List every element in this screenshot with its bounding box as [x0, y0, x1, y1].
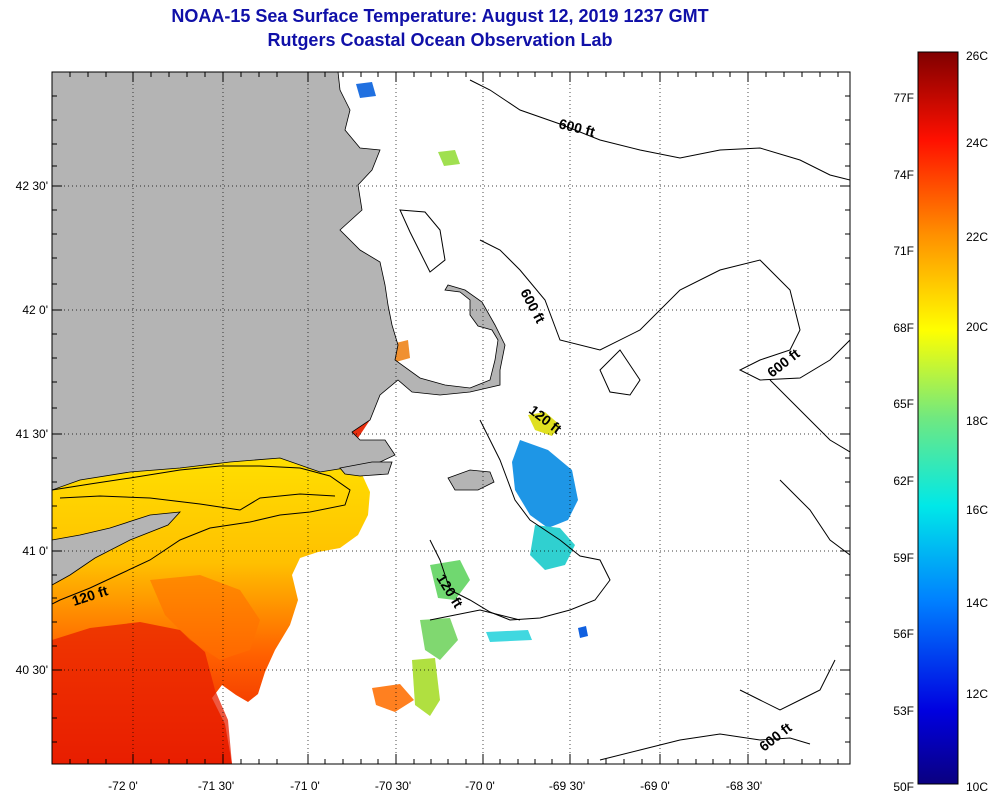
sst-green-patch-b	[420, 618, 458, 660]
sst-green-patch-c	[412, 658, 440, 716]
colorbar-f-label: 56F	[893, 627, 914, 641]
lat-label: 41 0'	[22, 544, 48, 558]
lat-label: 41 30'	[16, 427, 48, 441]
colorbar-fahrenheit-labels: 77F 74F 71F 68F 65F 62F 59F 56F 53F 50F	[893, 91, 914, 794]
longitude-labels: -72 0' -71 30' -71 0' -70 30' -70 0' -69…	[108, 779, 762, 793]
sst-cyan-patch	[530, 525, 575, 570]
lon-label: -68 30'	[726, 779, 762, 793]
land-marthas-vineyard	[339, 461, 393, 477]
colorbar-scale	[917, 51, 959, 785]
lat-label: 42 0'	[22, 303, 48, 317]
colorbar-f-label: 62F	[893, 474, 914, 488]
colorbar-f-label: 77F	[893, 91, 914, 105]
lon-label: -71 0'	[290, 779, 320, 793]
colorbar-c-label: 10C	[966, 780, 988, 794]
sst-yellow-cape	[528, 412, 560, 436]
land-nantucket	[447, 469, 495, 491]
contour-label-600-east: 600 ft	[764, 345, 803, 380]
sst-orange-patch	[150, 575, 260, 660]
colorbar-c-label: 20C	[966, 320, 988, 334]
lon-label: -70 30'	[375, 779, 411, 793]
lat-label: 42 30'	[16, 179, 48, 193]
colorbar-f-label: 74F	[893, 168, 914, 182]
contour-label-600-southeast: 600 ft	[756, 719, 795, 754]
sst-blue-dot	[578, 626, 588, 638]
colorbar-c-label: 14C	[966, 596, 988, 610]
contour-label-600-north: 600 ft	[557, 115, 597, 139]
land-long-island	[52, 511, 182, 586]
latitude-labels: 42 30' 42 0' 41 30' 41 0' 40 30'	[16, 179, 48, 677]
sst-hot-region	[52, 622, 232, 764]
colorbar-f-label: 71F	[893, 244, 914, 258]
lon-label: -72 0'	[108, 779, 138, 793]
map-content: 600 ft 600 ft 600 ft 600 ft 120 ft 120 f…	[52, 72, 850, 764]
sst-green-small	[438, 150, 460, 166]
colorbar-c-label: 12C	[966, 687, 988, 701]
colorbar-c-label: 18C	[966, 414, 988, 428]
colorbar-f-label: 50F	[893, 780, 914, 794]
graticule	[52, 72, 850, 764]
colorbar-celsius-labels: 26C 24C 22C 20C 18C 16C 14C 12C 10C	[966, 49, 988, 794]
sst-green-patch-a	[430, 560, 470, 600]
colorbar: 77F 74F 71F 68F 65F 62F 59F 56F 53F 50F …	[893, 49, 988, 794]
land-mainland	[52, 72, 506, 491]
colorbar-f-label: 53F	[893, 704, 914, 718]
lon-label: -69 0'	[640, 779, 670, 793]
map-title: NOAA-15 Sea Surface Temperature: August …	[171, 6, 709, 26]
lon-label: -71 30'	[198, 779, 234, 793]
sst-cyan-strip	[486, 630, 532, 642]
colorbar-c-label: 24C	[966, 136, 988, 150]
contour-label-600-center: 600 ft	[517, 286, 548, 326]
bathymetry-contours	[52, 79, 850, 761]
title-block: NOAA-15 Sea Surface Temperature: August …	[0, 4, 880, 52]
colorbar-f-label: 59F	[893, 551, 914, 565]
lat-label: 40 30'	[16, 663, 48, 677]
colorbar-c-label: 22C	[966, 230, 988, 244]
sst-cold-patch	[512, 440, 578, 528]
frame-ticks	[52, 72, 850, 764]
lon-label: -69 30'	[549, 779, 585, 793]
lon-label: -70 0'	[465, 779, 495, 793]
map-frame	[51, 71, 851, 765]
sst-blue-small	[356, 82, 376, 98]
colorbar-c-label: 26C	[966, 49, 988, 63]
colorbar-c-label: 16C	[966, 503, 988, 517]
colorbar-f-label: 65F	[893, 397, 914, 411]
sst-orange-south	[372, 684, 414, 712]
colorbar-f-label: 68F	[893, 321, 914, 335]
map-subtitle: Rutgers Coastal Ocean Observation Lab	[267, 30, 613, 50]
